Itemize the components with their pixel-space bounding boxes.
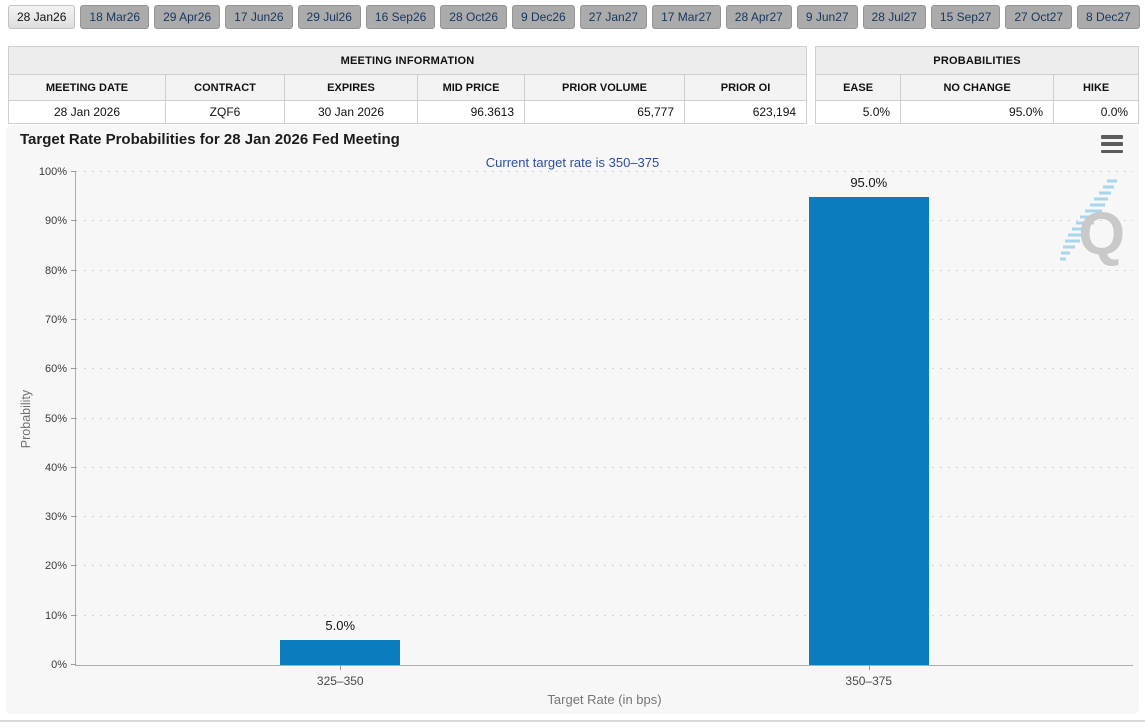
y-axis-tick	[71, 466, 76, 468]
tab-27-oct27[interactable]: 27 Oct27	[1005, 5, 1073, 29]
tab-17-mar27[interactable]: 17 Mar27	[652, 5, 721, 29]
y-axis-title: Probability	[19, 389, 33, 448]
x-axis-tick	[340, 665, 342, 670]
probabilities-title: PROBABILITIES	[815, 46, 1140, 75]
probability-bar[interactable]	[808, 196, 929, 665]
bar-value-label: 5.0%	[325, 618, 356, 634]
probability-bar[interactable]	[280, 640, 401, 665]
gridline	[76, 466, 1133, 468]
col-meeting-date: MEETING DATE	[8, 74, 166, 101]
col-contract: CONTRACT	[165, 74, 285, 101]
meeting-information-row: 28 Jan 2026 ZQF6 30 Jan 2026 96.3613 65,…	[8, 100, 808, 124]
meeting-information-table: MEETING INFORMATION MEETING DATE CONTRAC…	[7, 46, 808, 124]
y-tick-label: 100%	[38, 166, 67, 178]
y-tick-label: 60%	[44, 363, 67, 376]
y-axis-tick	[71, 516, 76, 518]
x-axis-tick	[868, 665, 870, 670]
hike-value: 0.0%	[1053, 100, 1140, 124]
col-no-change: NO CHANGE	[900, 74, 1055, 101]
y-axis-tick	[71, 417, 76, 419]
gridline	[76, 171, 1133, 172]
target-rate-chart-panel: Target Rate Probabilities for 28 Jan 202…	[6, 125, 1139, 714]
gridline	[76, 417, 1133, 419]
bar-value-label: 95.0%	[850, 174, 888, 190]
meeting-information-title: MEETING INFORMATION	[7, 46, 808, 75]
prior-volume-value: 65,777	[524, 100, 685, 124]
expires-value: 30 Jan 2026	[284, 100, 418, 124]
y-axis-tick	[71, 614, 76, 616]
tab-16-sep26[interactable]: 16 Sep26	[365, 5, 436, 29]
chart-title: Target Rate Probabilities for 28 Jan 202…	[20, 131, 400, 148]
tab-17-jun26[interactable]: 17 Jun26	[225, 5, 293, 29]
tab-29-apr26[interactable]: 29 Apr26	[154, 5, 221, 29]
y-tick-label: 10%	[44, 609, 67, 622]
tab-28-apr27[interactable]: 28 Apr27	[725, 5, 792, 29]
col-mid-price: MID PRICE	[417, 74, 525, 101]
y-tick-label: 40%	[44, 461, 67, 474]
y-tick-label: 70%	[44, 313, 67, 326]
y-tick-label: 50%	[44, 412, 67, 425]
gridline	[76, 318, 1133, 320]
prior-oi-value: 623,194	[683, 100, 808, 124]
bottom-divider	[0, 720, 1145, 722]
tab-28-oct26[interactable]: 28 Oct26	[440, 5, 507, 29]
tab-27-jan27[interactable]: 27 Jan27	[579, 5, 648, 29]
col-hike: HIKE	[1053, 74, 1140, 101]
gridline	[76, 269, 1133, 271]
no-change-value: 95.0%	[900, 100, 1055, 124]
x-category-label: 325–350	[316, 674, 364, 688]
tab-8-dec27[interactable]: 8 Dec27	[1077, 5, 1140, 29]
y-axis-tick	[71, 220, 76, 222]
summary-tables: MEETING INFORMATION MEETING DATE CONTRAC…	[7, 46, 1140, 124]
ease-value: 5.0%	[815, 100, 902, 124]
col-ease: EASE	[815, 74, 902, 101]
x-axis-title: Target Rate (in bps)	[547, 692, 662, 707]
gridline	[76, 516, 1133, 518]
tab-9-jun27[interactable]: 9 Jun27	[796, 5, 858, 29]
y-axis-tick	[71, 171, 76, 172]
probabilities-row: 5.0% 95.0% 0.0%	[815, 100, 1140, 124]
tab-9-dec26[interactable]: 9 Dec26	[512, 5, 575, 29]
gridline	[76, 565, 1133, 567]
tab-29-jul26[interactable]: 29 Jul26	[297, 5, 361, 29]
y-axis-tick	[71, 368, 76, 370]
chart-subtitle: Current target rate is 350–375	[485, 155, 660, 170]
y-tick-label: 80%	[44, 264, 67, 277]
y-tick-label: 90%	[44, 215, 67, 228]
tab-28-jan26[interactable]: 28 Jan26	[8, 5, 76, 29]
gridline	[76, 220, 1133, 222]
plot-area: Probability Target Rate (in bps) 0% 10% 20…	[19, 166, 1133, 707]
probabilities-table: PROBABILITIES EASE NO CHANGE HIKE 5.0% 9…	[815, 46, 1140, 124]
y-axis-tick	[71, 269, 76, 271]
tab-15-sep27[interactable]: 15 Sep27	[930, 5, 1001, 29]
meeting-tab-bar: 28 Jan26 18 Mar26 29 Apr26 17 Jun26 29 J…	[8, 5, 1140, 29]
y-axis-tick	[71, 664, 76, 665]
y-axis-tick	[71, 565, 76, 567]
y-tick-label: 20%	[44, 560, 67, 573]
hamburger-menu-icon[interactable]	[1101, 135, 1123, 153]
y-tick-label: 30%	[44, 511, 67, 524]
y-tick-label: 0%	[51, 659, 67, 671]
y-axis-tick	[71, 318, 76, 320]
tab-18-mar26[interactable]: 18 Mar26	[80, 5, 150, 29]
gridline	[76, 614, 1133, 616]
mid-price-value: 96.3613	[417, 100, 525, 124]
col-prior-oi: PRIOR OI	[683, 74, 808, 101]
x-category-label: 350–375	[845, 674, 893, 688]
contract-value: ZQF6	[165, 100, 285, 124]
col-prior-volume: PRIOR VOLUME	[524, 74, 685, 101]
gridline	[76, 368, 1133, 370]
meeting-date-value: 28 Jan 2026	[8, 100, 166, 124]
col-expires: EXPIRES	[284, 74, 418, 101]
tab-28-jul27[interactable]: 28 Jul27	[862, 5, 926, 29]
